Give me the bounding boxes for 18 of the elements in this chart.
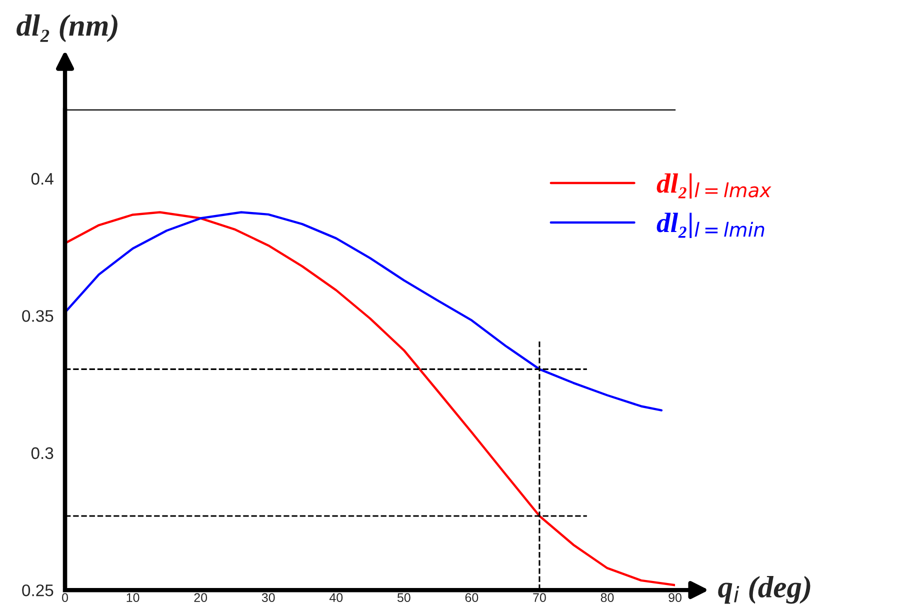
y-tick-label: 0.35 — [22, 310, 54, 322]
x-tick-label: 0 — [62, 593, 68, 602]
x-tick-label: 20 — [194, 593, 208, 602]
x-tick-label: 30 — [262, 593, 275, 602]
x-tick-label: 60 — [465, 593, 478, 602]
x-tick-label: 10 — [126, 593, 140, 602]
x-tick-label: 40 — [329, 593, 343, 602]
legend-label: dl₂|$_{l=lmax}$ — [656, 173, 772, 199]
x-tick-label: 70 — [533, 593, 546, 602]
y-tick-label: 0.3 — [31, 447, 54, 460]
x-tick-label: 80 — [600, 593, 614, 602]
y-axis-title: dl₂ (nm) — [16, 14, 118, 42]
y-tick-label: 0.25 — [22, 584, 54, 596]
legend-label: dl₂|$_{l=lmin}$ — [656, 212, 764, 238]
x-axis-title: q$_{i}$ (deg) — [718, 576, 810, 604]
x-tick-label: 90 — [668, 593, 682, 602]
y-tick-label: 0.4 — [31, 172, 54, 185]
x-tick-label: 50 — [397, 593, 410, 602]
